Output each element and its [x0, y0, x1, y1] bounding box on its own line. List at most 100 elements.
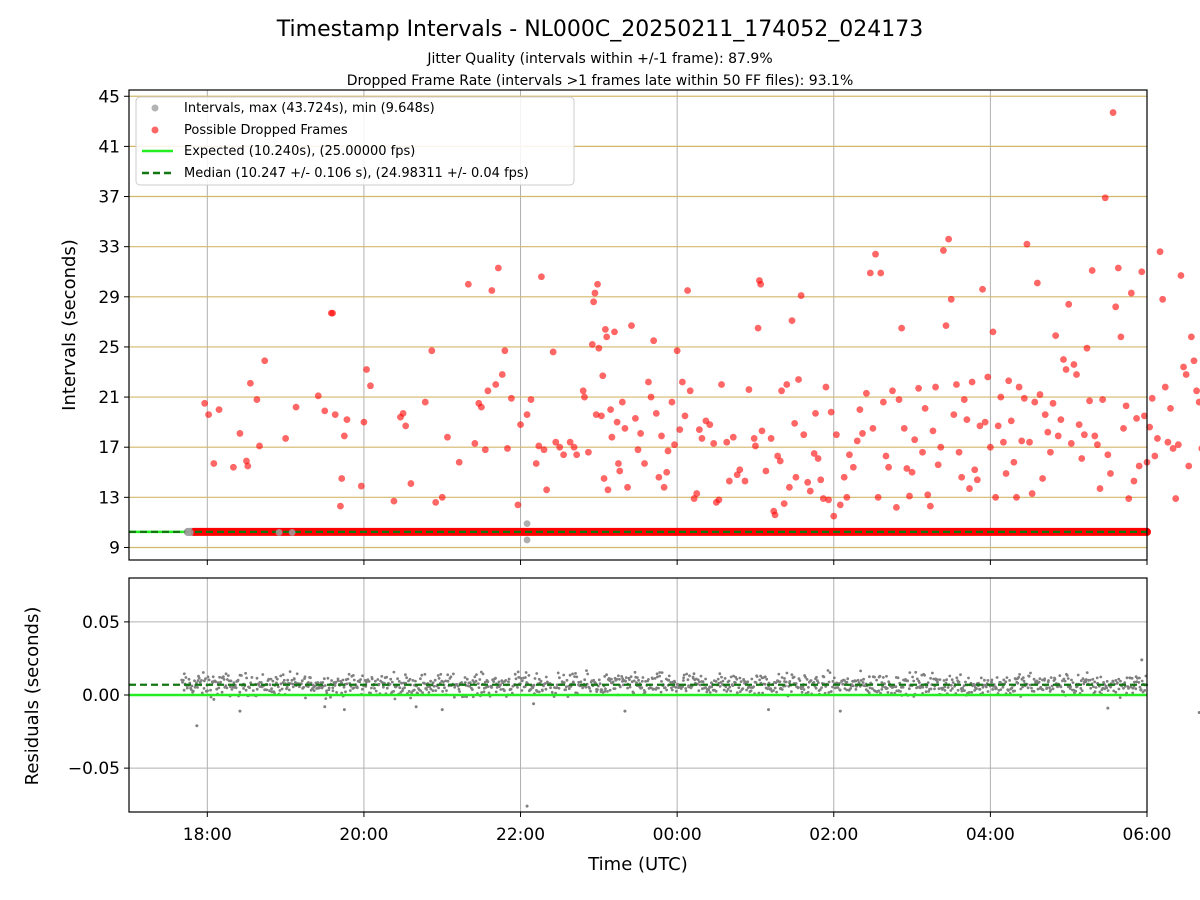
residual-point [245, 676, 249, 680]
residual-point [478, 678, 482, 681]
residual-point [385, 675, 388, 679]
dropped-frame-point-50 [508, 394, 515, 402]
residual-point [373, 687, 376, 690]
residual-point [686, 678, 690, 682]
residual-point [429, 687, 433, 691]
intervals-grid [129, 90, 1148, 560]
residual-point [1084, 678, 1088, 681]
residual-point [881, 685, 884, 689]
residual-point [1032, 677, 1036, 681]
dropped-frame-point-44 [488, 287, 496, 294]
dropped-frame-point-132 [754, 324, 762, 332]
dropped-frame-point-265 [1112, 303, 1120, 311]
dropped-frame-point-9 [253, 396, 261, 403]
legend-label-dropped: Possible Dropped Frames [184, 123, 348, 138]
residual-point [535, 672, 539, 675]
residual-point [487, 691, 491, 695]
residual-point [392, 670, 396, 674]
residual-point [215, 687, 219, 691]
residual-point [544, 687, 548, 691]
residual-point [628, 678, 631, 681]
dropped-frame-point-51 [514, 501, 522, 509]
residual-point [529, 688, 533, 691]
dropped-frame-point-221 [997, 393, 1005, 401]
residual-point [255, 687, 259, 691]
dropped-frame-point-93 [634, 446, 642, 454]
residual-point [482, 690, 486, 694]
residual-point [918, 681, 921, 684]
dropped-frame-point-183 [895, 396, 903, 403]
residuals-x-ticks: 18:00 20:00 22:00 00:00 02:00 04:00 06:00 [183, 812, 1172, 845]
residual-point [419, 689, 423, 693]
residual-point [867, 691, 871, 695]
residual-point [480, 691, 483, 694]
residual-point [427, 691, 431, 694]
residual-point [784, 680, 788, 684]
x-axis-label: Time (UTC) [587, 854, 688, 875]
dropped-frame-point-143 [780, 500, 788, 507]
residual-point [729, 689, 733, 693]
residual-point [516, 686, 519, 689]
residual-point [226, 674, 230, 677]
residual-point [433, 678, 437, 682]
residual-point [527, 674, 531, 677]
residual-point [412, 688, 416, 692]
dropped-frame-point-254 [1083, 344, 1091, 352]
dropped-frame-point-119 [710, 440, 718, 447]
residual-point [242, 687, 246, 690]
residual-point [688, 674, 691, 678]
residual-point [374, 689, 378, 693]
residual-point [785, 671, 789, 675]
dropped-frame-point-128 [741, 477, 749, 485]
residual-point [1071, 681, 1075, 684]
dropped-frame-point-247 [1065, 300, 1073, 308]
dropped-frame-point-108 [676, 426, 684, 434]
dropped-frame-point-283 [1159, 295, 1167, 303]
dropped-frame-point-245 [1060, 356, 1067, 363]
residual-point [184, 676, 188, 679]
dropped-frame-point-7 [244, 462, 252, 470]
residual-point [229, 679, 233, 683]
dropped-frame-point-202 [947, 295, 955, 303]
residual-point [635, 681, 638, 684]
dropped-frame-point-96 [645, 378, 652, 386]
residuals-ytick-label-0: −0.05 [68, 759, 120, 779]
residual-point [456, 684, 460, 688]
residual-point [446, 673, 450, 677]
residual-point [573, 675, 576, 678]
residual-point [710, 685, 714, 689]
residual-point [788, 680, 792, 683]
residual-point [1074, 689, 1078, 693]
residual-point [1047, 679, 1050, 682]
residual-point [556, 671, 560, 675]
residual-point [667, 674, 671, 678]
intervals-ylabel: Intervals (seconds) [59, 239, 80, 411]
residual-point [673, 680, 677, 684]
dropped-frame-point-275 [1138, 268, 1146, 276]
residual-point [278, 689, 282, 692]
residual-point [468, 681, 472, 685]
dropped-frame-point-246 [1062, 366, 1070, 373]
residual-point [204, 677, 207, 680]
intervals-ytick-label-9: 45 [98, 87, 120, 107]
residual-point [618, 677, 621, 681]
residual-outlier-7 [525, 804, 529, 808]
dropped-frame-point-225 [1007, 417, 1015, 425]
residual-point [248, 686, 252, 690]
dropped-frame-point-146 [788, 317, 796, 325]
dropped-frame-point-118 [706, 421, 714, 429]
residual-point [507, 680, 510, 684]
residual-point [981, 691, 985, 695]
dropped-frame-point-53 [523, 411, 531, 419]
dropped-frame-point-109 [678, 378, 686, 386]
dropped-frame-point-177 [877, 269, 885, 277]
residual-point [396, 677, 399, 681]
dropped-frame-point-268 [1120, 425, 1127, 432]
residual-point [1105, 679, 1109, 683]
dropped-frame-point-72 [591, 289, 599, 297]
x-tick-label-6: 06:00 [1123, 825, 1172, 845]
dropped-frame-point-232 [1026, 438, 1033, 446]
dropped-frame-point-294 [1187, 333, 1195, 341]
residual-point [327, 686, 331, 690]
dropped-frame-point-208 [963, 416, 971, 424]
